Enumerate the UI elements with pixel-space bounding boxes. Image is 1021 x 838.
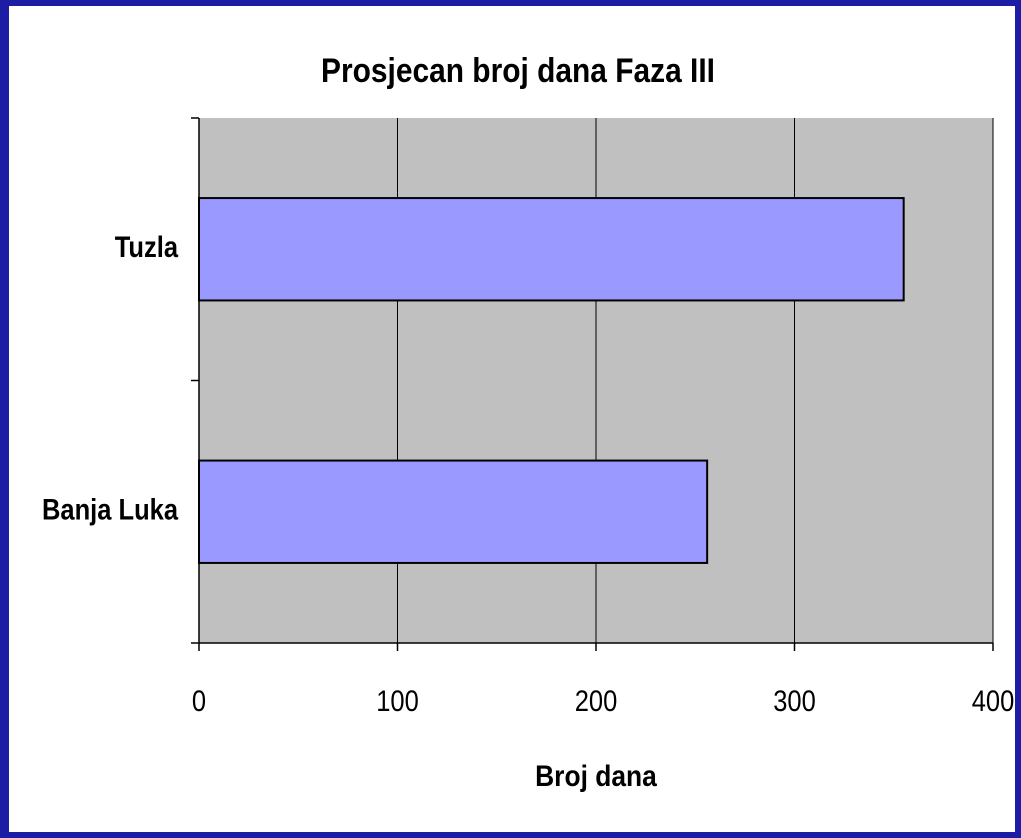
x-tick-label: 0 [192,684,206,717]
bar [198,197,905,302]
x-tick-label: 400 [972,684,1015,717]
x-axis-label: Broj dana [535,758,657,792]
y-tick-label: Tuzla [115,230,179,263]
x-tick-label: 300 [773,684,816,717]
bar [198,459,709,564]
x-tick-label: 200 [575,684,618,717]
chart-title: Prosjecan broj dana Faza III [321,51,715,89]
x-tick-label: 100 [376,684,419,717]
y-tick-label: Banja Luka [42,493,178,526]
